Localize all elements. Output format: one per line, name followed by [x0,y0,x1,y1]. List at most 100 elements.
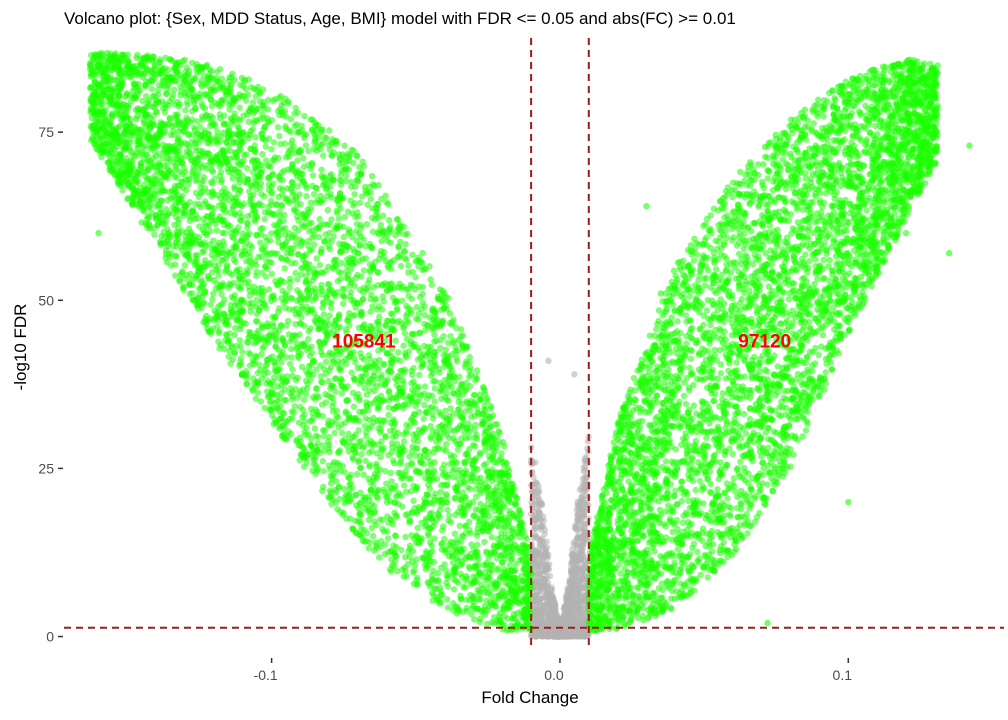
data-point [295,217,302,224]
data-point [402,488,410,495]
points-layer [86,49,973,640]
data-point [283,322,290,329]
data-point [270,139,278,146]
data-point [162,54,169,61]
data-point [319,458,326,465]
data-point [181,262,189,269]
data-point [268,117,275,124]
data-point [389,355,397,363]
data-point [367,308,374,315]
data-point [574,602,581,609]
data-point [321,327,329,335]
data-point [457,596,465,603]
data-point [210,237,217,244]
data-point [343,397,350,404]
data-point [375,303,383,310]
data-point [472,485,479,493]
data-point [396,317,403,325]
data-point [291,110,298,117]
data-point [457,422,464,429]
data-point [287,430,295,438]
data-point [456,522,463,529]
data-point [249,385,256,393]
data-point [487,402,495,410]
data-point [87,59,94,66]
data-point [268,270,276,277]
data-point [409,251,416,259]
data-point [281,265,288,272]
data-point [387,310,395,317]
data-point [470,512,478,519]
data-point [378,237,385,245]
data-point [387,239,394,246]
data-point [132,179,140,187]
data-point [268,230,275,237]
data-point [209,296,216,303]
data-point [328,216,335,223]
data-point [347,515,354,522]
data-point [464,484,471,491]
data-point [351,375,358,383]
data-point [226,250,233,257]
data-point [541,576,548,583]
data-point [406,519,413,526]
data-point [380,444,387,452]
data-point [308,219,315,227]
data-point [539,602,546,609]
data-point [271,358,279,366]
data-point [437,411,444,418]
data-point [458,548,465,555]
data-point [297,388,304,395]
data-point [535,500,542,507]
data-point [488,534,495,541]
data-point [381,417,388,424]
data-point [207,227,214,235]
data-point [262,137,269,144]
data-point [337,467,344,475]
data-point [199,103,206,110]
data-point [262,263,269,270]
data-point [116,163,124,171]
data-point [580,464,587,471]
data-point [534,558,542,565]
data-point [427,549,434,556]
data-point [312,199,320,206]
data-point [442,407,449,414]
data-point [515,599,522,606]
data-point [552,615,559,623]
data-point [405,348,413,355]
data-point [580,566,587,573]
data-point [574,541,582,549]
data-point [344,208,352,215]
data-point [385,404,393,411]
data-point [153,108,160,116]
data-point [421,383,429,390]
data-point [150,225,158,232]
data-point [350,403,358,410]
data-point [236,179,243,186]
data-point [237,81,244,89]
data-point [431,338,438,345]
data-point [575,518,582,526]
data-point [385,411,392,419]
data-point [543,553,550,560]
data-point [536,509,543,516]
data-point [575,614,583,622]
data-point [221,310,228,318]
data-point [551,608,558,615]
data-point [473,367,481,374]
data-point [344,271,352,278]
data-point [292,104,299,112]
data-point [261,216,268,223]
data-point [566,628,574,635]
data-point [283,256,291,263]
data-point [232,246,240,253]
data-point [384,535,392,542]
data-point [360,471,367,478]
data-point [259,269,266,276]
data-point [298,451,305,459]
data-point [351,191,358,198]
data-point [379,397,386,404]
data-point [369,228,377,235]
data-point [569,610,576,617]
